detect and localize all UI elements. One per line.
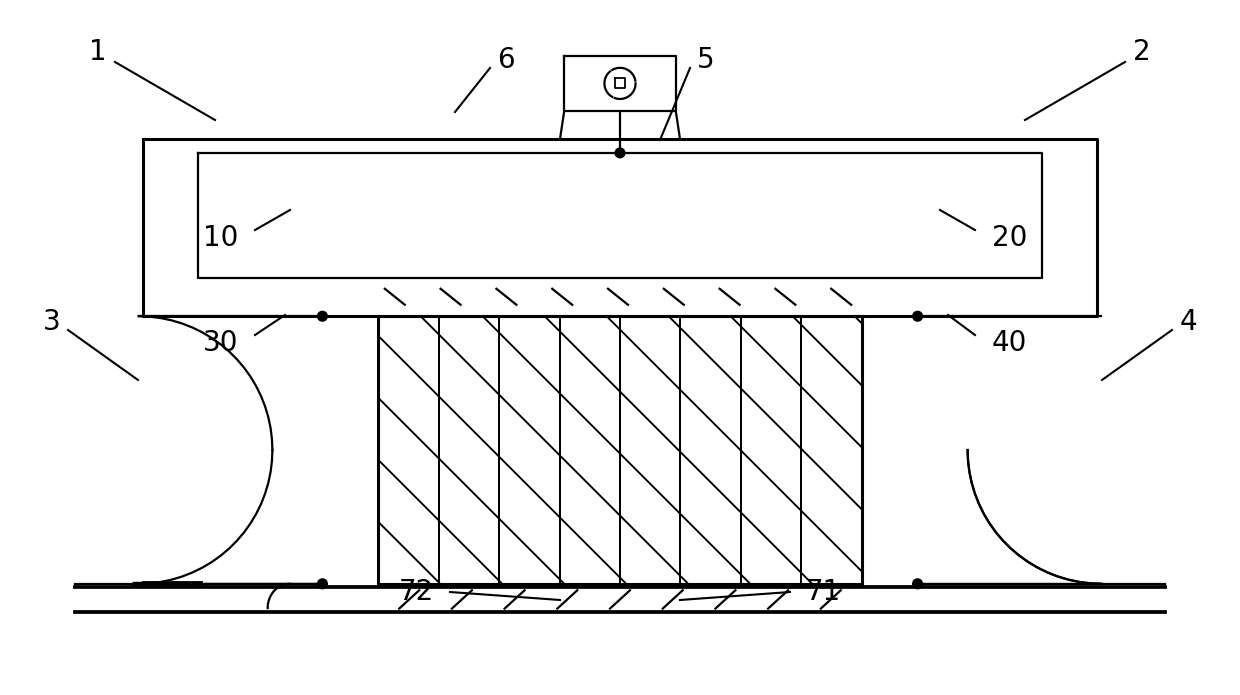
Text: 72: 72 (399, 578, 434, 606)
Text: 20: 20 (992, 224, 1028, 252)
Text: 71: 71 (806, 578, 841, 606)
Circle shape (317, 311, 327, 321)
Circle shape (317, 579, 327, 589)
Text: 6: 6 (497, 46, 515, 74)
Circle shape (913, 311, 923, 321)
Circle shape (913, 579, 923, 589)
Text: 4: 4 (1179, 308, 1197, 336)
Text: 40: 40 (992, 329, 1028, 357)
Circle shape (615, 148, 625, 158)
Text: 5: 5 (697, 46, 714, 74)
Text: 3: 3 (43, 308, 61, 336)
Text: 30: 30 (202, 329, 238, 357)
Text: 10: 10 (202, 224, 238, 252)
Text: 1: 1 (89, 38, 107, 66)
Text: 2: 2 (1133, 38, 1151, 66)
